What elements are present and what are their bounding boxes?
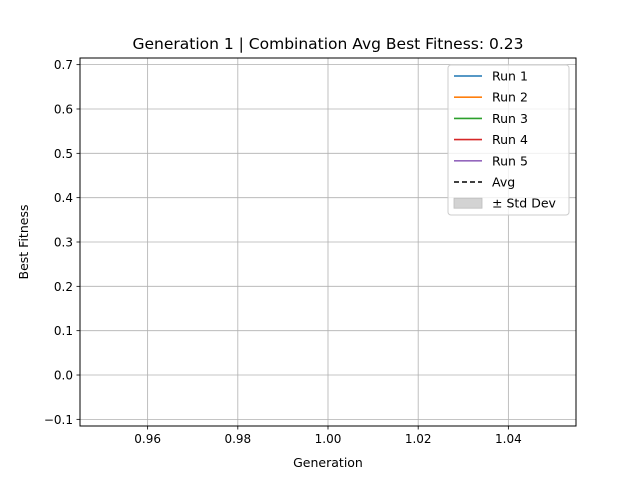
y-tick-label: −0.1 <box>44 413 73 427</box>
x-tick-label: 1.02 <box>405 432 432 446</box>
x-tick-label: 1.04 <box>495 432 522 446</box>
y-tick-label: 0.1 <box>54 324 73 338</box>
x-tick-label: 1.00 <box>315 432 342 446</box>
legend-label: Run 1 <box>492 69 528 84</box>
legend-label: Run 2 <box>492 90 528 105</box>
y-tick-label: 0.6 <box>54 102 73 116</box>
legend-label: Run 4 <box>492 132 528 147</box>
y-tick-label: 0.5 <box>54 147 73 161</box>
y-tick-label: 0.2 <box>54 280 73 294</box>
y-axis-label: Best Fitness <box>16 205 31 280</box>
x-axis: 0.96 0.98 1.00 1.02 1.04 <box>134 426 522 446</box>
x-tick-label: 0.96 <box>134 432 161 446</box>
y-tick-label: 0.4 <box>54 191 73 205</box>
y-axis: −0.1 0.0 0.1 0.2 0.3 0.4 0.5 0.6 0.7 <box>44 58 80 427</box>
legend-box <box>447 64 570 216</box>
legend-label: Run 5 <box>492 153 528 168</box>
legend: Run 1 Run 2 Run 3 Run 4 Run 5 Avg ± Std Dev <box>447 64 570 216</box>
x-axis-label: Generation <box>293 455 363 470</box>
y-tick-label: 0.7 <box>54 58 73 72</box>
y-tick-label: 0.3 <box>54 236 73 250</box>
legend-label: Avg <box>492 175 515 190</box>
legend-label: ± Std Dev <box>492 196 557 211</box>
y-tick-label: 0.0 <box>54 369 73 383</box>
chart-title: Generation 1 | Combination Avg Best Fitn… <box>132 35 523 53</box>
legend-label: Run 3 <box>492 111 528 126</box>
x-tick-label: 0.98 <box>224 432 251 446</box>
legend-swatch-std-dev <box>453 197 483 209</box>
